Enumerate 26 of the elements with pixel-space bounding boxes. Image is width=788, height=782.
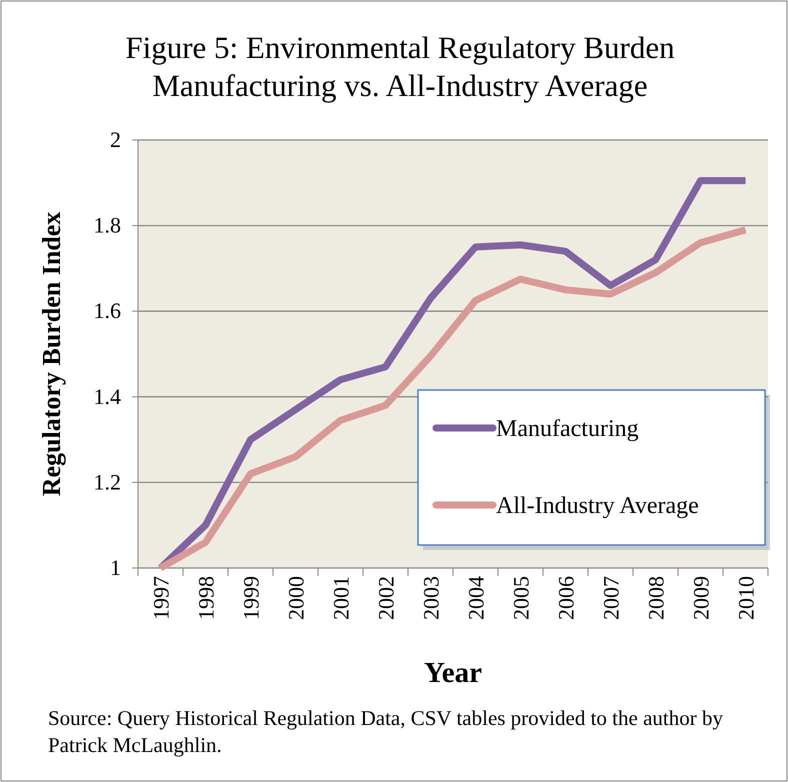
x-tick-label: 2010 xyxy=(734,576,758,620)
x-tick-label: 2002 xyxy=(374,576,398,620)
x-tick-label: 1998 xyxy=(194,576,218,620)
x-tick-label: 2006 xyxy=(554,576,578,620)
y-tick-label: 1.2 xyxy=(94,469,121,494)
x-tick-label: 2003 xyxy=(418,576,444,620)
y-tick-label: 1.6 xyxy=(94,298,121,324)
x-tick-label: 2001 xyxy=(328,576,354,620)
x-tick-label: 2009 xyxy=(688,576,714,620)
source-note: Source: Query Historical Regulation Data, CSV tables provided to the author by Patrick McLaughlin. xyxy=(48,706,724,757)
x-axis-title: Year xyxy=(424,657,482,689)
y-tick-label: 1 xyxy=(110,555,121,580)
legend-label: All-Industry Average xyxy=(496,493,699,519)
y-tick-label: 2 xyxy=(110,127,121,152)
legend-label: Manufacturing xyxy=(496,416,639,442)
x-tick-label: 2004 xyxy=(464,576,488,620)
x-tick-label: 2000 xyxy=(284,576,308,620)
x-tick-label: 1999 xyxy=(238,576,264,620)
x-tick-label: 2008 xyxy=(644,576,668,620)
x-tick-label: 1997 xyxy=(148,576,174,620)
x-tick-label: 2005 xyxy=(508,576,534,620)
x-tick-label: 2007 xyxy=(598,576,624,620)
y-axis-title: Regulatory Burden Index xyxy=(37,212,66,496)
y-tick-label: 1.8 xyxy=(94,212,121,238)
y-tick-label: 1.4 xyxy=(94,384,121,409)
chart-title: Figure 5: Environmental Regulatory Burden Manufacturing vs. All-Industry Average xyxy=(125,30,676,103)
